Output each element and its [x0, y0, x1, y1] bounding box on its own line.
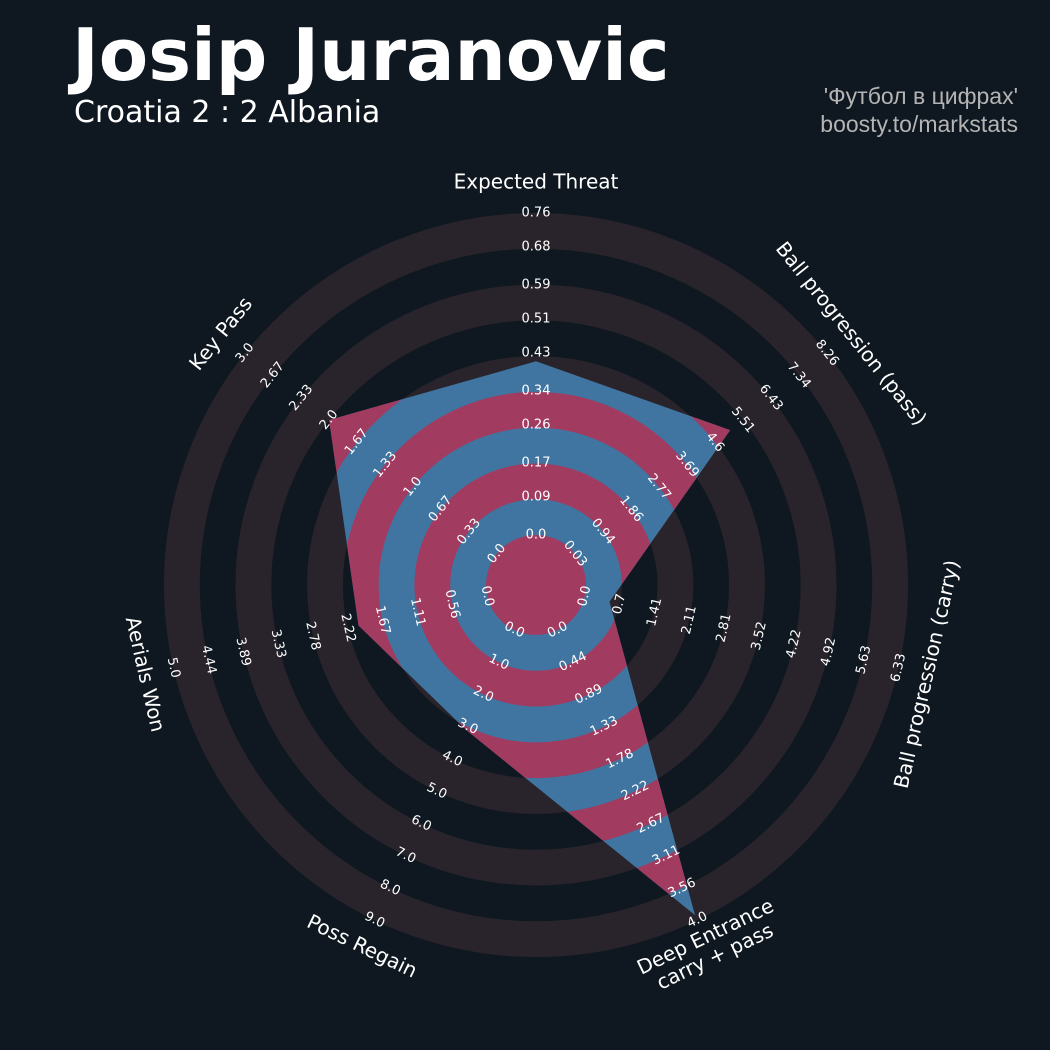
credit: boosty.to/markstats — [820, 111, 1018, 137]
tick-label: 4.92 — [818, 636, 839, 668]
tick-label: 3.33 — [268, 628, 289, 660]
tick-label: 0.0 — [526, 528, 547, 543]
tick-label: 3.89 — [232, 636, 253, 668]
tick-label: 1.11 — [407, 596, 428, 628]
tick-label: 2.11 — [679, 604, 700, 636]
tick-label: 1.41 — [644, 596, 665, 628]
tick-label: 0.56 — [442, 588, 463, 620]
band — [486, 535, 586, 635]
chart-subtitle: Croatia 2 : 2 Albania — [74, 95, 380, 130]
tick-label: 0.34 — [522, 383, 551, 398]
tick-label: 0.68 — [522, 239, 551, 254]
tick-label: 0.0 — [575, 584, 594, 608]
tick-label: 0.26 — [522, 417, 551, 432]
credit: 'Футбол в цифрах' — [824, 83, 1018, 109]
tick-label: 2.81 — [714, 612, 735, 644]
tick-label: 0.76 — [522, 206, 551, 221]
tick-label: 0.7 — [610, 592, 629, 616]
tick-label: 5.0 — [164, 656, 183, 680]
tick-label: 5.63 — [853, 644, 874, 676]
tick-label: 3.52 — [749, 620, 770, 652]
tick-label: 1.67 — [372, 604, 393, 636]
chart-title: Josip Juranovic — [67, 13, 670, 97]
tick-label: 2.78 — [302, 620, 323, 652]
ring — [235, 284, 837, 886]
tick-label: 0.17 — [522, 455, 551, 470]
tick-label: 0.59 — [522, 278, 551, 293]
tick-label: 0.09 — [522, 489, 551, 504]
param-label: Expected Threat — [454, 170, 619, 194]
tick-label: 0.51 — [522, 311, 551, 326]
ring — [163, 212, 909, 958]
tick-label: 6.33 — [888, 652, 909, 684]
radar-area — [329, 361, 731, 916]
tick-label: 4.22 — [783, 628, 804, 660]
tick-label: 4.44 — [198, 644, 219, 676]
tick-label: 2.22 — [337, 612, 358, 644]
tick-label: 0.0 — [478, 584, 497, 608]
tick-label: 0.43 — [522, 345, 551, 360]
